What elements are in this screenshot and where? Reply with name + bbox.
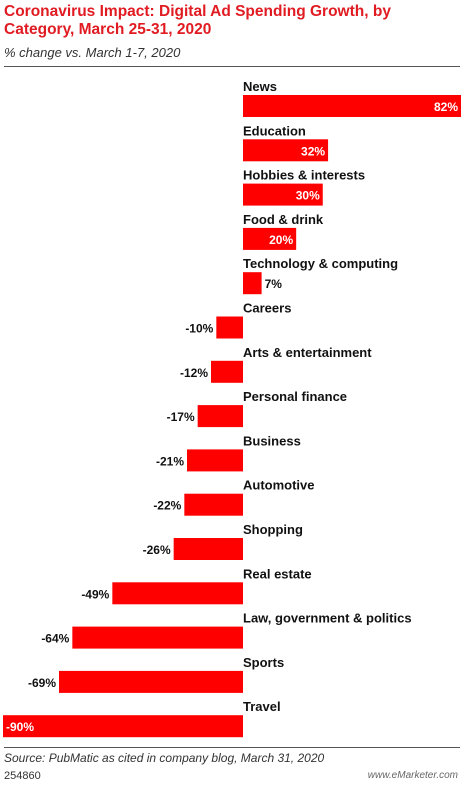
category-label: News [243, 79, 277, 94]
category-label: Real estate [243, 566, 312, 581]
category-label: Technology & computing [243, 256, 398, 271]
bar [184, 493, 243, 516]
bar [216, 316, 243, 339]
bar [211, 360, 243, 383]
chart-id: 254860 [4, 770, 41, 782]
category-label: Shopping [243, 522, 303, 537]
value-label: -21% [156, 454, 184, 468]
bar [3, 715, 243, 738]
value-label: 82% [434, 100, 458, 114]
category-label: Law, government & politics [243, 611, 412, 626]
bar [72, 626, 243, 649]
brand-credit: www.eMarketer.com [367, 770, 458, 781]
value-label: -64% [41, 632, 69, 646]
category-label: Arts & entertainment [243, 345, 372, 360]
bar [112, 582, 243, 605]
chart-subtitle: % change vs. March 1-7, 2020 [4, 45, 181, 60]
bar [243, 227, 297, 250]
category-label: Business [243, 433, 301, 448]
value-label: 32% [301, 144, 325, 158]
category-label: Personal finance [243, 389, 347, 404]
value-label: -26% [143, 543, 171, 557]
category-label: Automotive [243, 478, 315, 493]
category-label: Careers [243, 301, 291, 316]
category-label: Hobbies & interests [243, 168, 365, 183]
value-label: -12% [180, 366, 208, 380]
bar [243, 183, 323, 206]
value-label: -90% [6, 720, 34, 734]
value-label: -10% [185, 322, 213, 336]
bar [187, 449, 243, 472]
category-label: Sports [243, 655, 284, 670]
bar [243, 139, 329, 162]
bar [59, 670, 243, 693]
top-rule [4, 66, 460, 67]
value-label: 30% [296, 189, 320, 203]
value-label: 7% [265, 277, 283, 291]
bar [243, 95, 461, 117]
source-note: Source: PubMatic as cited in company blo… [4, 751, 325, 765]
bar [173, 538, 243, 560]
bar [243, 272, 262, 295]
bottom-rule [4, 747, 460, 748]
value-label: -69% [28, 676, 56, 690]
value-label: -49% [81, 587, 109, 601]
bar [197, 405, 243, 428]
value-label: -17% [167, 410, 195, 424]
chart-title: Coronavirus Impact: Digital Ad Spending … [4, 3, 391, 38]
value-label: -22% [153, 499, 181, 513]
category-label: Food & drink [243, 212, 324, 227]
category-label: Travel [243, 699, 281, 714]
value-label: 20% [269, 233, 293, 247]
category-label: Education [243, 123, 306, 138]
